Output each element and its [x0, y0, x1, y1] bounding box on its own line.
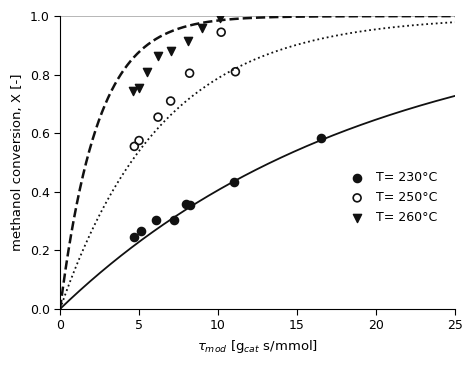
T= 260°C — [135, 85, 143, 91]
T= 230°C — [137, 228, 145, 234]
T= 260°C — [154, 53, 162, 59]
T= 230°C — [153, 217, 160, 223]
T= 250°C — [154, 114, 162, 120]
T= 230°C — [130, 234, 138, 240]
T= 230°C — [170, 217, 178, 223]
Y-axis label: methanol conversion, X [-]: methanol conversion, X [-] — [11, 74, 24, 251]
T= 260°C — [143, 69, 151, 75]
T= 260°C — [167, 48, 174, 54]
T= 230°C — [317, 135, 325, 141]
T= 250°C — [130, 143, 138, 149]
T= 250°C — [232, 69, 239, 75]
T= 250°C — [186, 70, 193, 76]
T= 260°C — [129, 88, 137, 94]
T= 250°C — [167, 98, 174, 104]
T= 230°C — [182, 201, 190, 206]
T= 260°C — [216, 15, 223, 20]
Legend: T= 230°C, T= 250°C, T= 260°C: T= 230°C, T= 250°C, T= 260°C — [337, 164, 445, 232]
T= 260°C — [184, 38, 192, 44]
T= 230°C — [230, 179, 237, 184]
T= 230°C — [186, 202, 193, 208]
T= 250°C — [218, 29, 225, 35]
T= 250°C — [135, 138, 143, 143]
T= 260°C — [199, 25, 206, 31]
X-axis label: $\tau_{mod}$ [g$_{cat}$ s/mmol]: $\tau_{mod}$ [g$_{cat}$ s/mmol] — [197, 338, 318, 355]
